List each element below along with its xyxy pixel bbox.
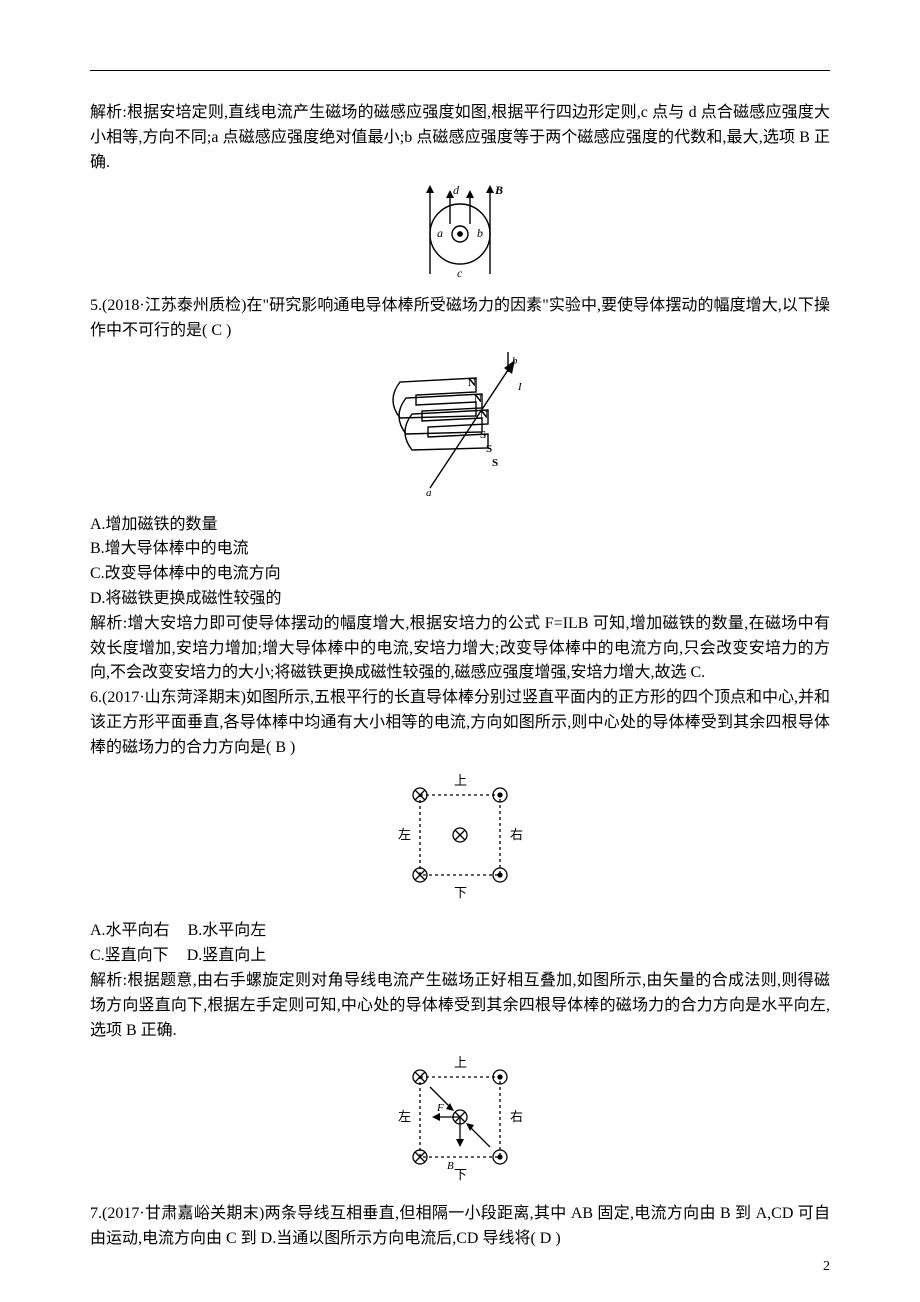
q5-label-I: I (517, 381, 523, 393)
q6-figure-b: 上 下 左 右 F B (90, 1047, 830, 1196)
q6-stem: 6.(2017·山东菏泽期末)如图所示,五根平行的长直导体棒分别过竖直平面内的正… (90, 686, 830, 760)
q6-options-row1: A.水平向右 B.水平向左 (90, 919, 830, 944)
q5-label-S3: S (492, 457, 498, 469)
q4-label-a: a (437, 226, 443, 240)
q5-explanation: 解析:增大安培力即可使导体摆动的幅度增大,根据安培力的公式 F=ILB 可知,增… (90, 612, 830, 686)
q5-label-a: a (426, 487, 432, 498)
q6b-diagram-svg: 上 下 左 右 F B (380, 1047, 540, 1187)
q4-label-c: c (457, 266, 463, 279)
q6-option-D: D.竖直向上 (187, 944, 267, 969)
q4-explanation: 解析:根据安培定则,直线电流产生磁场的磁感应强度如图,根据平行四边形定则,c 点… (90, 101, 830, 175)
q5-figure: N N N S S S b a I (90, 348, 830, 507)
q4-figure: a b d B c (90, 179, 830, 288)
q5-diagram-svg: N N N S S S b a I (370, 348, 550, 498)
top-rule (90, 70, 830, 71)
q6-explanation: 解析:根据题意,由右手螺旋定则对角导线电流产生磁场正好相互叠加,如图所示,由矢量… (90, 969, 830, 1043)
q5-option-C: C.改变导体棒中的电流方向 (90, 562, 830, 587)
q6-option-A: A.水平向右 (90, 919, 170, 944)
q5-label-b: b (512, 355, 518, 367)
q5-option-A: A.增加磁铁的数量 (90, 513, 830, 538)
q6a-label-up: 上 (454, 773, 467, 788)
page: 解析:根据安培定则,直线电流产生磁场的磁感应强度如图,根据平行四边形定则,c 点… (0, 0, 920, 1302)
q6-figure-a: 上 下 左 右 (90, 765, 830, 914)
q6-option-B: B.水平向左 (188, 919, 267, 944)
q6-option-C: C.竖直向下 (90, 944, 169, 969)
q4-diagram-svg: a b d B c (395, 179, 525, 279)
q4-label-d: d (453, 183, 460, 197)
q5-label-N1: N (468, 377, 476, 389)
q4-label-b: b (477, 226, 483, 240)
q6b-label-F: F (436, 1102, 444, 1114)
q6b-label-down: 下 (454, 1167, 467, 1182)
q5-label-S1: S (480, 429, 486, 441)
q6a-label-down: 下 (454, 885, 467, 900)
q5-label-N3: N (480, 409, 488, 421)
page-number: 2 (823, 1256, 830, 1278)
q4-label-B: B (494, 183, 503, 197)
q5-stem: 5.(2018·江苏泰州质检)在"研究影响通电导体棒所受磁场力的因素"实验中,要… (90, 294, 830, 344)
q5-option-D: D.将磁铁更换成磁性较强的 (90, 587, 830, 612)
q5-label-S2: S (486, 443, 492, 455)
q6a-label-left: 左 (398, 827, 411, 842)
q6a-label-right: 右 (510, 827, 523, 842)
q5-option-B: B.增大导体棒中的电流 (90, 537, 830, 562)
q6b-label-B: B (447, 1160, 454, 1172)
q6-options-row2: C.竖直向下 D.竖直向上 (90, 944, 830, 969)
q6a-diagram-svg: 上 下 左 右 (380, 765, 540, 905)
q6b-label-right: 右 (510, 1109, 523, 1124)
q7-stem: 7.(2017·甘肃嘉峪关期末)两条导线互相垂直,但相隔一小段距离,其中 AB … (90, 1202, 830, 1252)
q6b-label-left: 左 (398, 1109, 411, 1124)
q6b-label-up: 上 (454, 1055, 467, 1070)
q5-label-N2: N (474, 393, 482, 405)
